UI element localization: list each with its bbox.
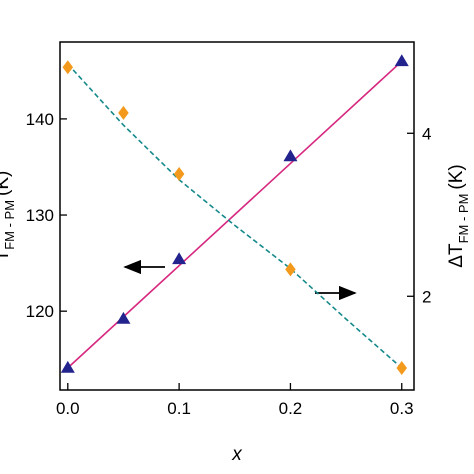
- y-tick-label: 140: [26, 110, 54, 129]
- x-tick-label: 0.1: [167, 399, 191, 418]
- y-label-unit: (K): [0, 171, 13, 196]
- y-label-sub: FM - PM: [2, 200, 17, 250]
- fit-line: [67, 63, 403, 369]
- triangle-marker: [60, 360, 75, 373]
- y2-axis-label: ΔTFM - PM (K): [446, 164, 471, 267]
- diamond-marker: [173, 167, 185, 182]
- y2-label-unit: (K): [446, 164, 467, 189]
- x-tick-label: 0.3: [390, 399, 414, 418]
- x-tick-label: 0.0: [56, 399, 80, 418]
- x-axis-label: x: [231, 444, 243, 465]
- triangle-marker: [283, 149, 298, 162]
- y2-label-sub: FM - PM: [456, 194, 471, 244]
- plot-frame: [59, 41, 415, 391]
- y2-tick-label: 2: [422, 287, 431, 306]
- diamond-marker: [62, 60, 74, 75]
- y-tick-label: 120: [26, 302, 54, 321]
- triangle-marker: [394, 54, 409, 67]
- diamond-marker: [396, 360, 408, 375]
- diamond-marker: [118, 105, 129, 120]
- triangle-marker: [172, 252, 187, 265]
- y-label-main: T: [0, 249, 13, 261]
- x-tick-label: 0.2: [279, 399, 303, 418]
- y-axis-label: TFM - PM (K): [0, 171, 17, 262]
- y2-label-main: ΔT: [446, 243, 467, 268]
- y-tick-label: 130: [26, 206, 54, 225]
- diamond-marker: [285, 262, 296, 277]
- triangle-marker: [116, 311, 131, 324]
- y2-tick-label: 4: [422, 124, 431, 143]
